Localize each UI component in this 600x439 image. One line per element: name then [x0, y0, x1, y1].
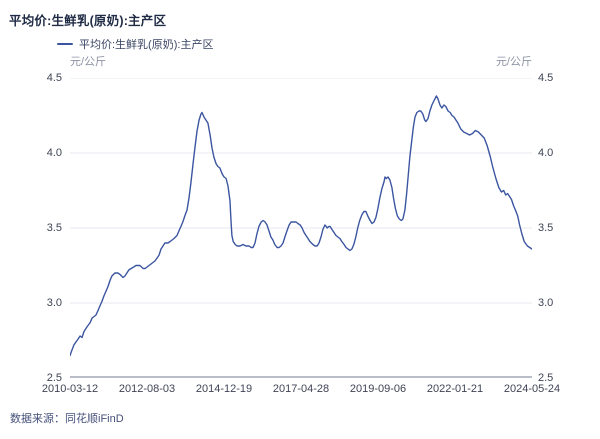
y-tick-label-right: 2.5 — [538, 372, 554, 384]
y-tick-label-left: 3.5 — [46, 222, 62, 234]
y-tick-label-left: 4.5 — [46, 72, 62, 84]
x-tick-label: 2022-01-21 — [426, 383, 484, 395]
y-tick-label-right: 3.5 — [538, 222, 554, 234]
y-tick-label-right: 3.0 — [538, 297, 554, 309]
x-tick-label: 2024-05-24 — [503, 383, 561, 395]
chart-title: 平均价:生鲜乳(原奶):主产区 — [9, 14, 167, 28]
y-axis-unit-right: 元/公斤 — [495, 56, 532, 68]
chart-canvas — [69, 77, 533, 378]
y-tick-label-right: 4.0 — [538, 147, 554, 159]
y-tick-label-left: 2.5 — [46, 372, 62, 384]
y-axis-unit-left: 元/公斤 — [70, 56, 107, 68]
x-tick-label: 2014-12-19 — [195, 383, 253, 395]
y-tick-label-right: 4.5 — [538, 72, 554, 84]
y-tick-label-left: 4.0 — [46, 147, 62, 159]
price-line-series — [69, 95, 533, 357]
legend-label: 平均价:生鲜乳(原奶):主产区 — [79, 39, 214, 51]
y-tick-label-left: 3.0 — [46, 297, 62, 309]
plot-area — [69, 77, 533, 378]
legend-line-swatch-icon — [57, 42, 73, 46]
x-tick-label: 2019-09-06 — [349, 383, 407, 395]
data-source: 数据来源：同花顺iFinD — [10, 413, 124, 425]
legend: 平均价:生鲜乳(原奶):主产区 — [57, 36, 213, 52]
x-tick-label: 2017-04-28 — [272, 383, 330, 395]
x-tick-label: 2010-03-12 — [41, 383, 99, 395]
x-tick-label: 2012-08-03 — [118, 383, 176, 395]
